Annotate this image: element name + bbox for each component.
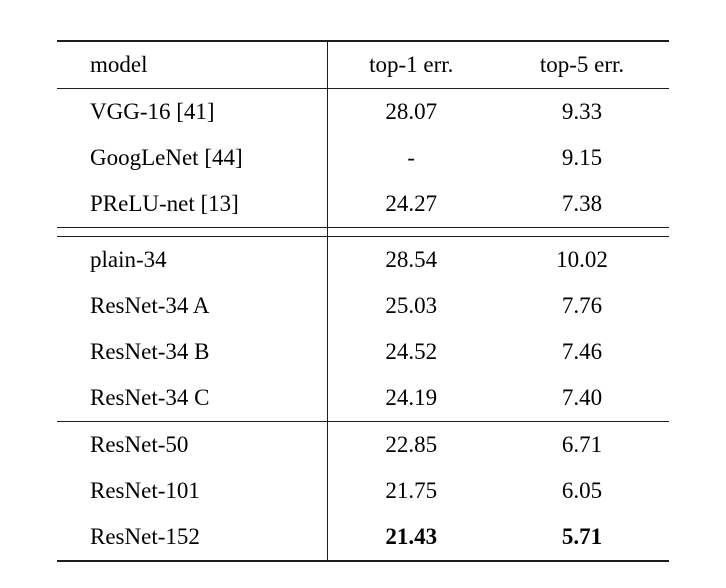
table-section-deep-resnets: ResNet-50 22.85 6.71 ResNet-101 21.75 6.05 Res… (57, 421, 669, 561)
results-table: model top-1 err. top-5 err. VGG-16 [41] 2… (57, 40, 669, 562)
model-cell: ResNet-101 (57, 468, 328, 514)
column-header-model: model (57, 41, 328, 89)
double-rule-cell (495, 227, 669, 237)
table-section-resnet34: plain-34 28.54 10.02 ResNet-34 A 25.03 7.76 Re… (57, 236, 669, 422)
double-rule-cell (57, 227, 328, 237)
top1-err-cell: 28.54 (385, 247, 438, 272)
table-row: ResNet-34 C 24.19 7.40 (57, 375, 669, 422)
table-row: ResNet-152 21.43 5.71 (57, 514, 669, 561)
top1-err-cell: 21.43 (385, 524, 438, 549)
top5-err-cell: 7.46 (561, 339, 603, 364)
top5-err-cell: 10.02 (556, 247, 608, 272)
model-cell: VGG-16 [41] (57, 88, 328, 135)
table-row: ResNet-101 21.75 6.05 (57, 468, 669, 514)
top5-err-cell: 6.71 (495, 421, 669, 468)
top5-err-cell: 5.71 (561, 524, 603, 549)
top5-err-cell: 7.40 (561, 385, 603, 410)
table-row: VGG-16 [41] 28.07 9.33 (57, 88, 669, 135)
model-cell: PReLU-net [13] (57, 181, 328, 228)
double-rule-cell (327, 227, 495, 237)
top1-err-cell: 24.27 (385, 191, 438, 216)
top5-err-cell: 9.33 (561, 99, 603, 124)
table-header: model top-1 err. top-5 err. (57, 41, 669, 89)
table-row: ResNet-34 A 25.03 7.76 (57, 283, 669, 329)
model-cell: plain-34 (57, 236, 328, 283)
top1-err-cell: 24.52 (385, 339, 438, 364)
top1-err-cell: 24.19 (385, 385, 438, 410)
column-header-top1-err: top-1 err. (327, 41, 495, 89)
double-rule-gap (57, 227, 669, 237)
top5-err-cell: 9.15 (561, 145, 603, 170)
table-row: ResNet-50 22.85 6.71 (57, 421, 669, 468)
top5-err-cell: 6.05 (561, 478, 603, 503)
model-cell: GoogLeNet [44] (57, 135, 328, 181)
table-row: ResNet-34 B 24.52 7.46 (57, 329, 669, 375)
top1-err-cell: 25.03 (385, 293, 438, 318)
header-row: model top-1 err. top-5 err. (57, 41, 669, 89)
table-row: plain-34 28.54 10.02 (57, 236, 669, 283)
model-cell: ResNet-50 (57, 421, 328, 468)
table-row: GoogLeNet [44] - 9.15 (57, 135, 669, 181)
top5-err-cell: 7.38 (561, 191, 603, 216)
model-cell: ResNet-34 B (57, 329, 328, 375)
double-rule-row (57, 227, 669, 237)
table-section-baselines: VGG-16 [41] 28.07 9.33 GoogLeNet [44] - 9.15 P… (57, 88, 669, 228)
top1-err-cell: 28.07 (385, 99, 438, 124)
model-cell: ResNet-34 A (57, 283, 328, 329)
top1-err-cell: 22.85 (327, 421, 495, 468)
top1-err-cell: - (407, 145, 416, 170)
top1-err-cell: 21.75 (385, 478, 438, 503)
model-cell: ResNet-152 (57, 514, 328, 561)
top5-err-cell: 7.76 (561, 293, 603, 318)
column-header-top5-err: top-5 err. (495, 41, 669, 89)
table-row: PReLU-net [13] 24.27 7.38 (57, 181, 669, 228)
model-cell: ResNet-34 C (57, 375, 328, 422)
